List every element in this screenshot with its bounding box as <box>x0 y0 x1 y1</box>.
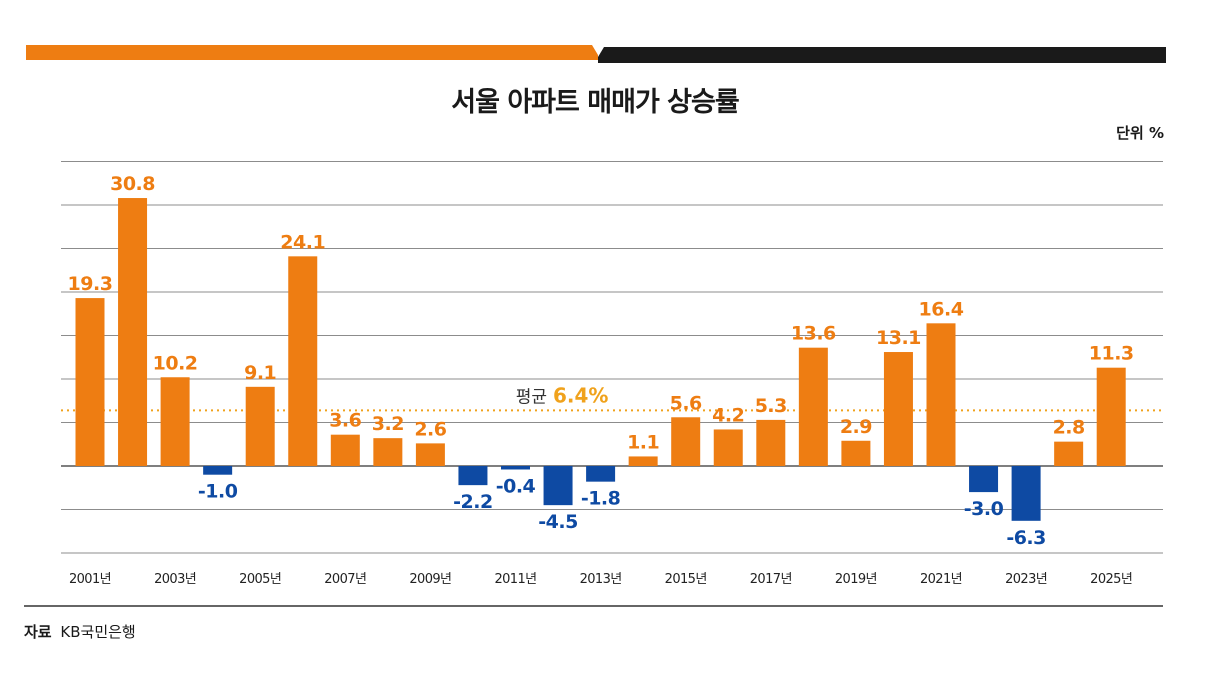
chart-title: 서울 아파트 매매가 상승률 <box>451 87 739 118</box>
value-label-2003: 10.2 <box>153 352 198 374</box>
bar-2005 <box>245 386 275 466</box>
x-tick-label: 2015년 <box>665 572 707 587</box>
value-label-2008: 3.2 <box>372 413 404 435</box>
value-label-2002: 30.8 <box>110 173 155 195</box>
value-label-2020: 13.1 <box>876 327 921 349</box>
value-label-2016: 4.2 <box>712 404 744 426</box>
bar-2006 <box>288 256 318 466</box>
bar-2017 <box>756 419 786 466</box>
header-stripe-dark <box>598 47 1166 63</box>
unit-label: 단위 % <box>1116 124 1164 142</box>
bar-2008 <box>373 438 403 466</box>
bar-2003 <box>160 377 190 466</box>
value-label-2010: -2.2 <box>453 491 493 513</box>
bar-2015 <box>671 417 701 466</box>
value-label-2005: 9.1 <box>244 362 276 384</box>
value-label-2001: 19.3 <box>68 273 113 295</box>
bar-2007 <box>330 434 360 466</box>
x-tick-label: 2019년 <box>835 572 877 587</box>
bar-2019 <box>841 440 871 466</box>
bar-2009 <box>415 443 445 466</box>
bar-2001 <box>75 298 105 466</box>
bar-2021 <box>926 323 956 466</box>
x-tick-label: 2013년 <box>580 572 622 587</box>
bar-2014 <box>628 456 658 466</box>
value-label-2013: -1.8 <box>581 488 621 510</box>
source-name: KB국민은행 <box>60 623 136 641</box>
source-note: 자료 KB국민은행 <box>24 621 136 642</box>
x-tick-label: 2025년 <box>1090 572 1132 587</box>
bar-2025 <box>1096 367 1126 466</box>
value-label-2007: 3.6 <box>329 410 361 432</box>
value-label-2017: 5.3 <box>755 395 787 417</box>
bar-2013 <box>586 466 616 482</box>
bar-2022 <box>969 466 999 493</box>
value-label-2004: -1.0 <box>198 481 238 503</box>
bar-2024 <box>1054 441 1084 466</box>
value-label-2018: 13.6 <box>791 323 836 345</box>
x-tick-label: 2009년 <box>409 572 451 587</box>
average-value: 6.4% <box>553 383 608 407</box>
value-label-2009: 2.6 <box>414 418 446 440</box>
value-label-2022: -3.0 <box>964 498 1004 520</box>
average-label: 평균 <box>516 387 547 407</box>
bar-2010 <box>458 466 488 486</box>
bar-2012 <box>543 466 573 506</box>
x-tick-label: 2023년 <box>1005 572 1047 587</box>
value-label-2019: 2.9 <box>840 416 872 438</box>
value-label-2012: -4.5 <box>538 511 578 533</box>
value-label-2025: 11.3 <box>1089 343 1134 365</box>
x-tick-label: 2003년 <box>154 572 196 587</box>
value-label-2014: 1.1 <box>627 431 659 453</box>
value-label-2024: 2.8 <box>1053 417 1085 439</box>
value-label-2021: 16.4 <box>919 298 964 320</box>
x-tick-label: 2007년 <box>324 572 366 587</box>
bar-2018 <box>798 347 828 466</box>
x-tick-label: 2021년 <box>920 572 962 587</box>
x-tick-label: 2017년 <box>750 572 792 587</box>
header-stripe-orange <box>26 45 598 60</box>
bar-2023 <box>1011 466 1041 521</box>
value-label-2015: 5.6 <box>670 392 702 414</box>
bar-2020 <box>883 352 913 466</box>
source-label: 자료 <box>24 623 52 641</box>
bar-2004 <box>203 466 233 475</box>
value-label-2006: 24.1 <box>280 231 325 253</box>
value-label-2023: -6.3 <box>1006 527 1046 549</box>
bar-2002 <box>118 198 148 467</box>
x-tick-label: 2001년 <box>69 572 111 587</box>
x-tick-label: 2011년 <box>494 572 536 587</box>
bar-2011 <box>501 466 530 470</box>
value-label-2011: -0.4 <box>496 475 536 497</box>
bar-2016 <box>713 429 743 466</box>
x-tick-label: 2005년 <box>239 572 281 587</box>
